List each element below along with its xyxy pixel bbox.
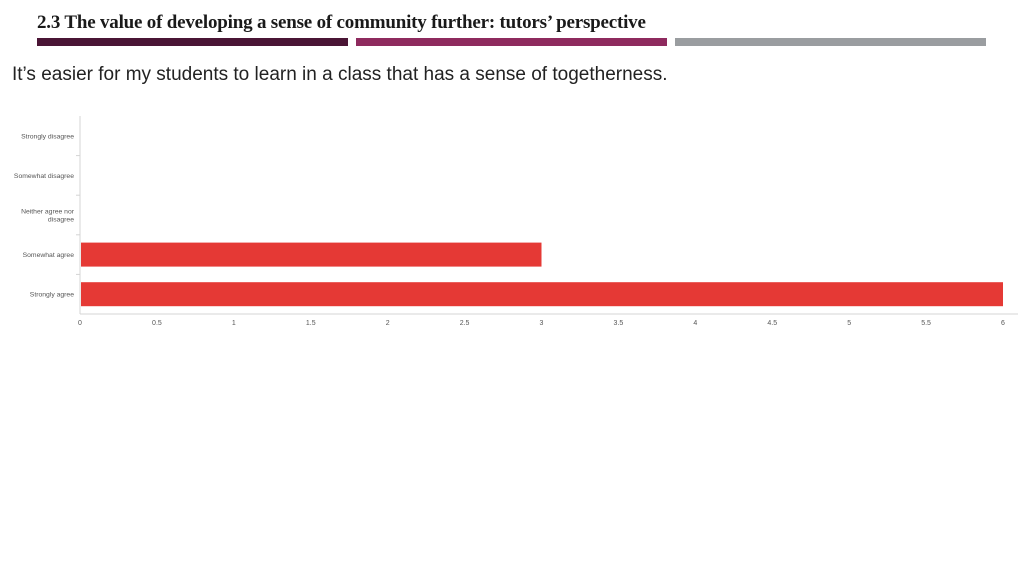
accent-bar-1	[37, 38, 348, 46]
y-tick-label: Somewhat agree	[23, 252, 75, 259]
x-tick-label: 1.5	[306, 320, 316, 327]
x-tick-label: 0.5	[152, 320, 162, 327]
slide-title: 2.3 The value of developing a sense of c…	[37, 12, 646, 33]
x-tick-label: 5.5	[921, 320, 931, 327]
y-tick-label: Strongly agree	[30, 292, 74, 299]
x-tick-label: 3.5	[614, 320, 624, 327]
x-tick-label: 2	[386, 320, 390, 327]
x-tick-label: 5	[847, 320, 851, 327]
x-tick-label: 1	[232, 320, 236, 327]
y-tick-label: disagree	[48, 217, 74, 224]
x-tick-label: 6	[1001, 320, 1005, 327]
y-tick-label: Strongly disagree	[21, 133, 74, 140]
x-tick-label: 3	[540, 320, 544, 327]
y-tick-label: Somewhat disagree	[14, 173, 74, 180]
bar-strongly-agree	[81, 282, 1003, 307]
bar-somewhat-agree	[81, 242, 542, 267]
survey-question: It’s easier for my students to learn in …	[12, 64, 668, 85]
x-tick-label: 0	[78, 320, 82, 327]
y-tick-label: Neither agree nor	[21, 209, 75, 216]
accent-bar-2	[356, 38, 667, 46]
x-tick-label: 4	[693, 320, 697, 327]
accent-bar-3	[675, 38, 986, 46]
x-tick-label: 2.5	[460, 320, 470, 327]
x-tick-label: 4.5	[767, 320, 777, 327]
